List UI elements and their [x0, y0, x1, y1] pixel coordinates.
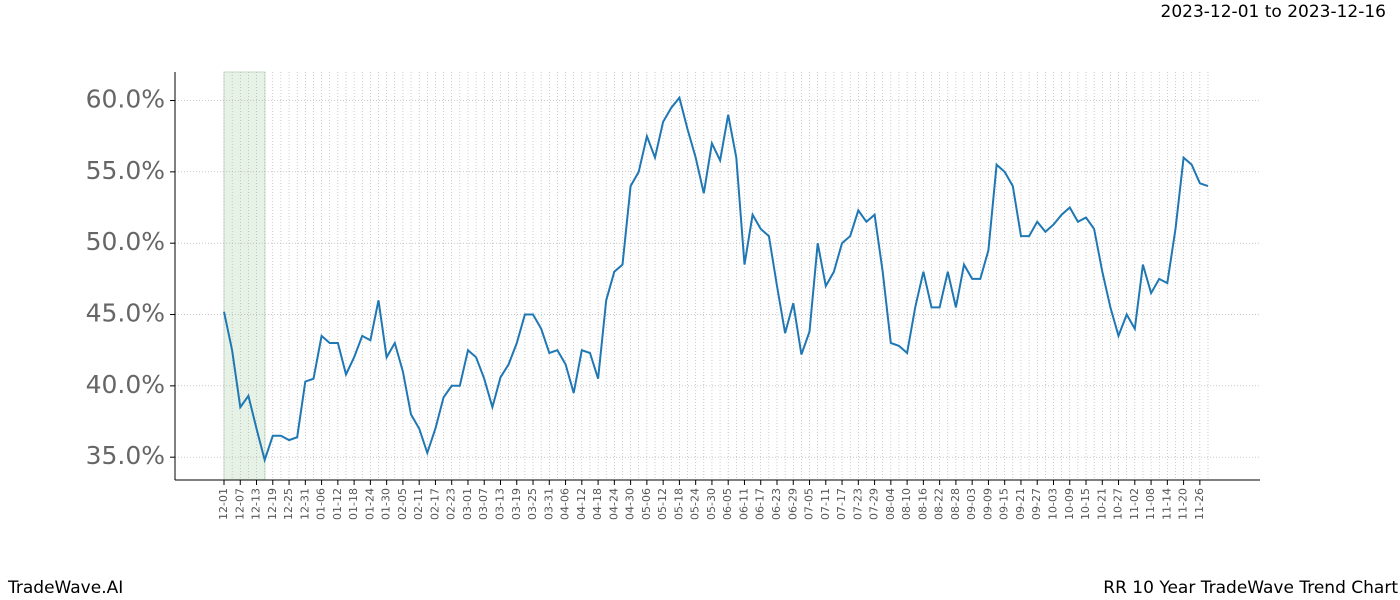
x-tick-label: 06-11	[737, 488, 750, 520]
y-tick-label: 35.0%	[86, 441, 165, 470]
x-tick-label: 07-23	[851, 488, 864, 520]
x-tick-label: 05-30	[705, 488, 718, 520]
x-tick-label: 12-07	[233, 488, 246, 520]
x-tick-label: 04-24	[607, 488, 620, 520]
x-tick-label: 11-02	[1128, 488, 1141, 520]
x-tick-label: 07-05	[803, 488, 816, 520]
x-tick-label: 08-28	[949, 488, 962, 520]
x-tick-label: 10-03	[1046, 488, 1059, 520]
x-tick-label: 05-24	[689, 488, 702, 520]
x-tick-label: 09-15	[998, 488, 1011, 520]
highlight-span	[223, 71, 266, 481]
date-range: 2023-12-01 to 2023-12-16	[1161, 2, 1386, 22]
x-tick-label: 05-18	[672, 488, 685, 520]
x-tick-label: 12-13	[250, 488, 263, 520]
x-tick-label: 02-17	[428, 488, 441, 520]
x-tick-label: 12-19	[266, 488, 279, 520]
x-tick-label: 03-25	[526, 488, 539, 520]
x-tick-label: 06-23	[770, 488, 783, 520]
x-tick-label: 10-27	[1112, 488, 1125, 520]
x-tick-label: 06-29	[786, 488, 799, 520]
x-tick-label: 11-20	[1177, 488, 1190, 520]
x-tick-label: 08-10	[900, 488, 913, 520]
x-tick-label: 02-11	[412, 488, 425, 520]
x-tick-label: 10-15	[1079, 488, 1092, 520]
x-tick-label: 07-11	[819, 488, 832, 520]
x-tick-label: 01-12	[331, 488, 344, 520]
trend-line	[223, 95, 1209, 464]
x-tick-label: 04-12	[575, 488, 588, 520]
x-tick-label: 04-18	[591, 488, 604, 520]
x-tick-label: 09-03	[965, 488, 978, 520]
y-tick-label: 45.0%	[86, 299, 165, 328]
x-tick-label: 08-04	[884, 488, 897, 520]
x-tick-label: 08-16	[916, 488, 929, 520]
x-tick-label: 09-21	[1014, 488, 1027, 520]
brand: TradeWave.AI	[7, 578, 123, 598]
y-tick-label: 40.0%	[86, 370, 165, 399]
x-tick-label: 02-05	[396, 488, 409, 520]
x-tick-label: 03-13	[493, 488, 506, 520]
x-tick-label: 03-07	[477, 488, 490, 520]
x-tick-label: 04-06	[559, 488, 572, 520]
x-tick-label: 03-19	[510, 488, 523, 520]
x-tick-label: 08-22	[933, 488, 946, 520]
x-tick-label: 10-09	[1063, 488, 1076, 520]
x-tick-label: 09-09	[981, 488, 994, 520]
x-tick-label: 01-18	[347, 488, 360, 520]
x-tick-label: 07-29	[868, 488, 881, 520]
x-tick-label: 05-06	[640, 488, 653, 520]
x-tick-label: 01-30	[380, 488, 393, 520]
y-tick-label: 50.0%	[86, 227, 165, 256]
x-tick-label: 09-27	[1030, 488, 1043, 520]
x-tick-label: 10-21	[1095, 488, 1108, 520]
x-tick-label: 11-14	[1160, 488, 1173, 520]
x-tick-label: 06-05	[721, 488, 734, 520]
x-tick-label: 07-17	[835, 488, 848, 520]
y-tick-label: 60.0%	[86, 85, 165, 114]
x-tick-label: 03-31	[542, 488, 555, 520]
x-tick-label: 04-30	[624, 488, 637, 520]
x-tick-label: 06-17	[754, 488, 767, 520]
x-tick-label: 11-08	[1144, 488, 1157, 520]
x-tick-label: 01-06	[315, 488, 328, 520]
x-tick-label: 05-12	[656, 488, 669, 520]
x-tick-label: 11-26	[1193, 488, 1206, 520]
x-tick-label: 12-31	[298, 488, 311, 520]
x-tick-label: 03-01	[461, 488, 474, 520]
x-tick-label: 12-25	[282, 488, 295, 520]
footer-title: RR 10 Year TradeWave Trend Chart	[1103, 578, 1398, 598]
x-tick-label: 12-01	[217, 488, 230, 520]
x-tick-label: 01-24	[363, 488, 376, 520]
x-tick-label: 02-23	[445, 488, 458, 520]
y-tick-label: 55.0%	[86, 156, 165, 185]
